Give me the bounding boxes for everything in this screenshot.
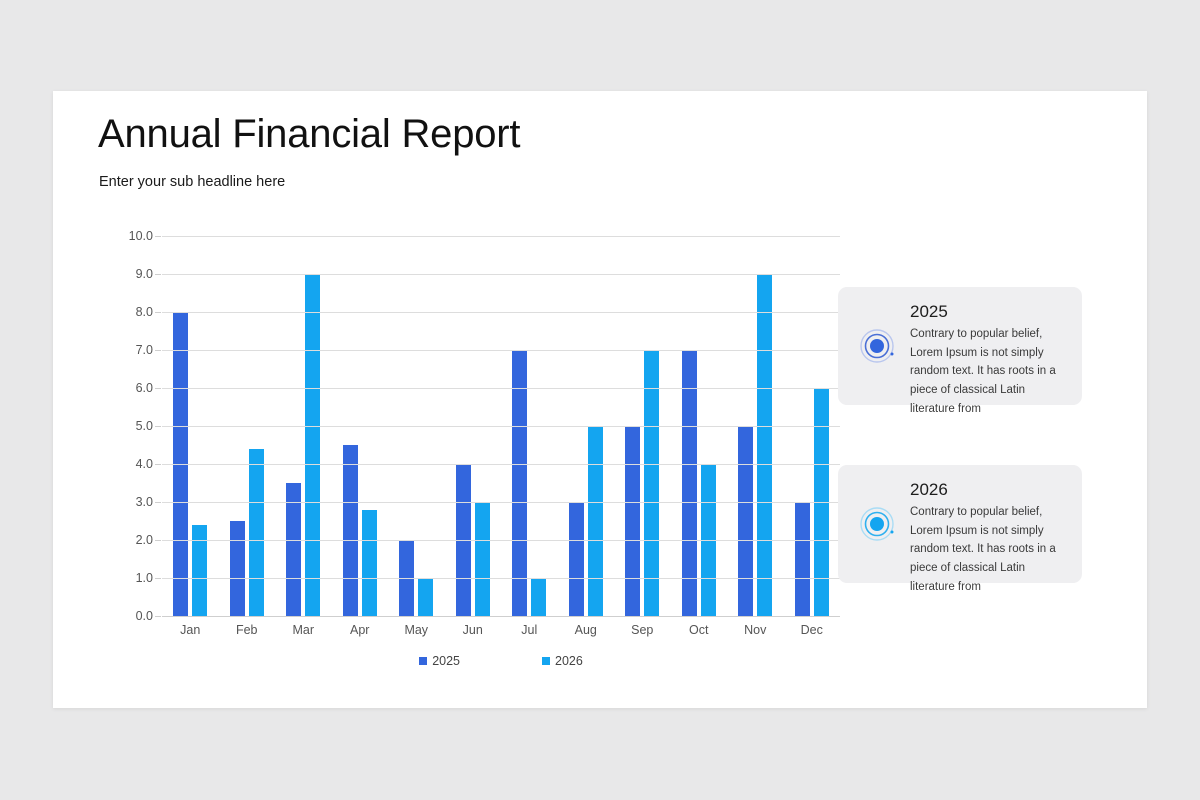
bar-2026-Aug[interactable] [587, 426, 603, 616]
gridline [162, 502, 840, 503]
y-axis-tick-label: 8.0 [135, 305, 153, 319]
y-axis-tick-label: 7.0 [135, 343, 153, 357]
x-axis-tick-label: Apr [350, 623, 370, 637]
info-card-2026[interactable]: 2026 Contrary to popular belief, Lorem I… [838, 465, 1082, 593]
y-axis-tick-mark [155, 578, 161, 579]
info-card-text: Contrary to popular belief, Lorem Ipsum … [910, 328, 1056, 415]
info-card-text: Contrary to popular belief, Lorem Ipsum … [910, 506, 1056, 593]
y-axis-tick-mark [155, 312, 161, 313]
bar-2025-Mar[interactable] [286, 483, 302, 616]
bar-2025-Feb[interactable] [229, 521, 245, 616]
y-axis-tick-label: 5.0 [135, 419, 153, 433]
y-axis-tick-label: 10.0 [128, 229, 153, 243]
gridline [162, 274, 840, 275]
info-card-title: 2025 [910, 302, 948, 321]
y-axis-tick-mark [155, 274, 161, 275]
bar-2025-Sep[interactable] [625, 426, 641, 616]
y-axis-tick-label: 4.0 [135, 457, 153, 471]
gridline [162, 540, 840, 541]
page-subtitle: Enter your sub headline here [99, 174, 286, 190]
x-axis-tick-label: May [404, 623, 429, 637]
y-axis-tick-mark [155, 616, 161, 617]
bar-2026-Jul[interactable] [531, 578, 547, 616]
info-card-title: 2026 [910, 480, 948, 499]
bar-2025-Aug[interactable] [568, 502, 584, 616]
chart-legend: 2025 2026 [162, 654, 840, 668]
y-axis-tick-mark [155, 464, 161, 465]
x-axis-tick-label: Sep [631, 623, 654, 637]
bar-2026-May[interactable] [418, 578, 434, 616]
y-axis-tick-mark [155, 502, 161, 503]
bar-group [275, 236, 332, 616]
bar-2025-Apr[interactable] [342, 445, 358, 616]
x-axis-tick-label: Jun [462, 623, 483, 637]
x-axis-tick-label: Nov [744, 623, 767, 637]
bar-2026-Apr[interactable] [361, 509, 377, 616]
gridline [162, 350, 840, 351]
bar-2025-Dec[interactable] [794, 502, 810, 616]
x-axis-tick-label: Feb [235, 623, 258, 637]
bar-group [501, 236, 558, 616]
bar-2025-Oct[interactable] [681, 350, 697, 616]
bar-group [727, 236, 784, 616]
info-card-body: 2025 Contrary to popular belief, Lorem I… [910, 302, 1070, 418]
bar-group [558, 236, 615, 616]
y-axis-tick-mark [155, 540, 161, 541]
legend-swatch-icon [419, 657, 428, 665]
bar-2026-Jun[interactable] [474, 502, 490, 616]
bar-2026-Feb[interactable] [248, 448, 264, 616]
x-axis-tick-label: Oct [689, 623, 709, 637]
target-circle-icon [859, 505, 897, 543]
info-card-body: 2026 Contrary to popular belief, Lorem I… [910, 480, 1070, 596]
y-axis-tick-mark [155, 236, 161, 237]
x-axis-tick-label: Mar [292, 623, 315, 637]
page-title: Annual Financial Report [98, 112, 521, 156]
x-axis-tick-label: Aug [574, 623, 597, 637]
gridline [162, 464, 840, 465]
presentation-slide: Annual Financial Report Enter your sub h… [53, 91, 1147, 708]
target-circle-icon [859, 327, 897, 365]
x-axis-labels: Jan Feb Mar Apr May Jun Jul Aug Sep Oct Nov Dec [162, 623, 840, 637]
bar-group [219, 236, 276, 616]
y-axis-tick-label: 0.0 [135, 609, 153, 623]
bar-2025-Nov[interactable] [738, 426, 754, 616]
x-axis-tick-label: Dec [800, 623, 823, 637]
y-axis-tick-label: 2.0 [135, 533, 153, 547]
legend-label: 2026 [555, 654, 583, 668]
y-axis-tick-mark [155, 350, 161, 351]
bar-2026-Jan[interactable] [192, 524, 208, 616]
y-axis-tick-mark [155, 426, 161, 427]
y-axis-tick-label: 3.0 [135, 495, 153, 509]
x-axis-tick-label: Jul [521, 623, 538, 637]
gridline [162, 388, 840, 389]
legend-item-2025[interactable]: 2025 [419, 654, 460, 668]
bar-2026-Sep[interactable] [644, 350, 660, 616]
chart-plot-area: 10.0 9.0 8.0 7.0 6.0 5.0 4.0 3.0 2.0 1.0 0.0 [129, 229, 840, 623]
y-axis-tick-mark [155, 388, 161, 389]
bar-group [332, 236, 389, 616]
gridline [162, 426, 840, 427]
legend-swatch-icon [542, 657, 550, 665]
gridline [162, 578, 840, 579]
bar-chart: 10.0 9.0 8.0 7.0 6.0 5.0 4.0 3.0 2.0 1.0 0.0 Jan Fe… [100, 227, 880, 677]
bar-groups [162, 236, 840, 616]
gridline [162, 312, 840, 313]
info-card-2025[interactable]: 2025 Contrary to popular belief, Lorem I… [838, 287, 1082, 415]
y-axis-tick-label: 9.0 [135, 267, 153, 281]
gridline [162, 616, 840, 617]
y-axis-tick-label: 6.0 [135, 381, 153, 395]
gridline [162, 236, 840, 237]
x-axis-tick-label: Jan [180, 623, 201, 637]
bar-2026-Mar[interactable] [305, 274, 321, 616]
y-axis-tick-label: 1.0 [135, 571, 153, 585]
legend-item-2026[interactable]: 2026 [542, 654, 583, 668]
bar-2025-Jul[interactable] [512, 350, 528, 616]
bar-2026-Nov[interactable] [757, 274, 773, 616]
bar-group [614, 236, 671, 616]
legend-label: 2025 [432, 654, 460, 668]
